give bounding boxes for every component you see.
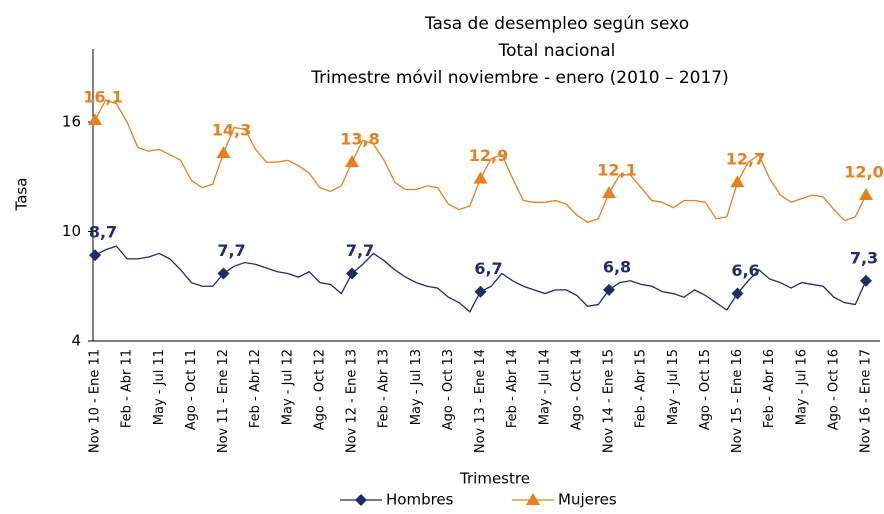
x-tick-label: Ago - Oct 14 <box>569 349 584 430</box>
x-tick-label: May - Jul 11 <box>152 349 167 425</box>
data-label: 12,0 <box>844 163 883 182</box>
marker <box>345 155 359 168</box>
marker <box>731 287 744 300</box>
chart-subtitle: Total nacional <box>498 41 616 61</box>
data-label: 12,7 <box>726 150 765 169</box>
x-tick-label: May - Jul 15 <box>666 349 681 425</box>
data-label: 6,8 <box>603 257 631 276</box>
marker <box>216 146 231 159</box>
x-tick-label: Feb - Abr 16 <box>762 349 777 428</box>
y-tick-label: 4 <box>71 332 81 350</box>
marker <box>89 249 101 262</box>
data-label: 14,3 <box>212 121 251 140</box>
x-tick-label: Ago - Oct 16 <box>826 349 841 430</box>
x-tick-label: May - Jul 16 <box>794 349 809 425</box>
x-tick-label: Ago - Oct 12 <box>312 349 327 430</box>
data-label: 7,7 <box>217 241 245 260</box>
x-tick-label: May - Jul 13 <box>409 349 424 425</box>
x-tick-label: Feb - Abr 14 <box>505 349 520 428</box>
x-tick-label: Feb - Abr 11 <box>120 349 135 428</box>
data-label: 7,7 <box>346 241 374 260</box>
x-tick-label: Feb - Abr 15 <box>634 349 649 428</box>
data-label: 7,3 <box>850 248 878 267</box>
x-tick-label: Nov 15 - Ene 16 <box>730 349 745 453</box>
data-label: 13,8 <box>340 130 379 149</box>
x-tick-label: Ago - Oct 15 <box>698 349 713 430</box>
x-tick-label: Ago - Oct 13 <box>441 349 456 430</box>
marker <box>473 171 488 184</box>
legend-label: Mujeres <box>558 491 617 509</box>
marker <box>88 113 102 126</box>
marker <box>474 285 487 298</box>
x-tick-label: Nov 12 - Ene 13 <box>345 349 360 453</box>
x-tick-label: Nov 14 - Ene 15 <box>602 349 617 453</box>
legend-label: Hombres <box>386 491 454 509</box>
x-tick-label: Nov 11 - Ene 12 <box>216 349 231 453</box>
x-tick-label: Nov 16 - Ene 17 <box>859 349 874 453</box>
x-tick-label: Feb - Abr 12 <box>248 349 263 428</box>
y-tick-label: 10 <box>62 222 81 240</box>
marker <box>730 175 745 188</box>
marker <box>217 267 230 280</box>
x-tick-label: May - Jul 12 <box>280 349 295 425</box>
x-tick-label: Nov 10 - Ene 11 <box>88 349 103 453</box>
x-axis-label: Trimestre <box>459 470 530 488</box>
marker <box>860 274 872 287</box>
data-label: 12,1 <box>597 161 636 180</box>
x-tick-label: Nov 13 - Ene 14 <box>473 349 488 453</box>
marker <box>602 186 616 199</box>
x-tick-label: Feb - Abr 13 <box>377 349 392 428</box>
legend-marker <box>355 494 367 506</box>
data-label: 16,1 <box>83 88 122 107</box>
marker <box>346 267 358 280</box>
chart-title: Tasa de desempleo según sexo <box>424 14 689 34</box>
x-tick-label: May - Jul 14 <box>537 349 552 425</box>
marker <box>859 188 873 200</box>
y-tick-label: 16 <box>62 113 81 131</box>
data-label: 8,7 <box>89 223 117 242</box>
legend-marker <box>526 493 540 505</box>
data-label: 12,9 <box>469 146 508 165</box>
marker <box>603 283 615 296</box>
data-label: 6,7 <box>474 259 502 278</box>
x-tick-label: Ago - Oct 11 <box>184 349 199 430</box>
chart-subtitle: Trimestre móvil noviembre - enero (2010 … <box>310 68 729 88</box>
data-label: 6,6 <box>731 261 759 280</box>
y-axis-label: Tasa <box>13 178 31 212</box>
